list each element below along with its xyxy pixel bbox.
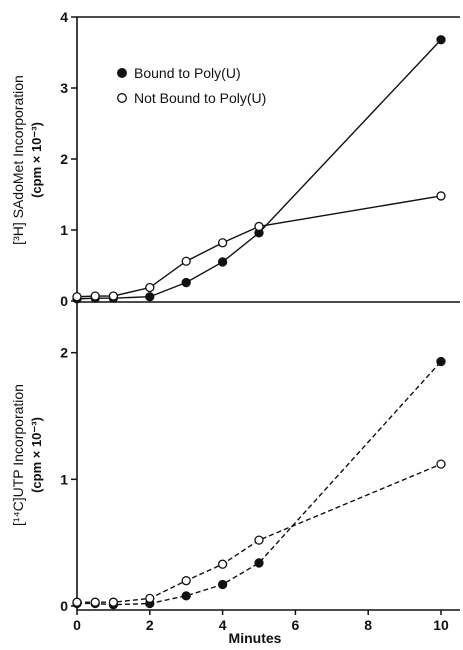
x-axis-title: Minutes bbox=[229, 630, 282, 646]
top-ylabel: [³H] SAdoMet Incorporation bbox=[10, 75, 26, 245]
top-y-ticks: 0 1 2 3 4 bbox=[60, 9, 77, 309]
bottom-ylabel-units: (cpm × 10⁻³) bbox=[29, 417, 44, 493]
legend-marker-not-bound bbox=[117, 93, 127, 103]
legend: Bound to Poly(U) Not Bound to Poly(U) bbox=[117, 65, 266, 106]
xtick-label: 8 bbox=[364, 617, 372, 633]
bottom-point-bound bbox=[254, 558, 264, 568]
top-point-not-bound bbox=[90, 291, 100, 301]
top-point-not-bound bbox=[436, 191, 446, 201]
legend-label-not-bound: Not Bound to Poly(U) bbox=[134, 90, 266, 106]
x-ticks: 0 2 4 6 8 10 bbox=[73, 610, 449, 633]
top-plot-area bbox=[72, 35, 446, 304]
top-point-bound bbox=[181, 277, 191, 288]
xtick-label: 6 bbox=[292, 617, 300, 633]
bottom-point-not-bound bbox=[145, 593, 155, 604]
bottom-ytick-label: 1 bbox=[60, 471, 68, 487]
bottom-ytick-label: 2 bbox=[60, 345, 68, 361]
legend-label-bound: Bound to Poly(U) bbox=[134, 65, 241, 81]
bottom-point-not-bound bbox=[436, 459, 446, 469]
top-point-not-bound bbox=[145, 282, 155, 293]
bottom-point-not-bound bbox=[72, 597, 82, 607]
bottom-point-not-bound bbox=[90, 597, 100, 607]
bottom-point-bound bbox=[436, 356, 446, 367]
bottom-point-bound bbox=[217, 579, 228, 590]
legend-marker-bound bbox=[117, 68, 127, 78]
xtick-label: 4 bbox=[219, 617, 227, 633]
top-point-bound bbox=[436, 35, 446, 45]
top-series-line-bound bbox=[76, 39, 442, 300]
top-ytick-label: 1 bbox=[60, 222, 68, 238]
top-ytick-label: 3 bbox=[60, 80, 68, 96]
top-point-not-bound bbox=[254, 221, 264, 232]
bottom-point-not-bound bbox=[108, 597, 119, 607]
bottom-series-line-not-bound bbox=[77, 463, 442, 603]
bottom-series-line-bound bbox=[77, 361, 442, 606]
bottom-y-ticks: 0 1 2 bbox=[60, 345, 77, 614]
top-ytick-label: 0 bbox=[60, 293, 68, 309]
top-point-bound bbox=[217, 257, 228, 267]
top-point-not-bound bbox=[72, 292, 82, 302]
top-point-not-bound bbox=[108, 291, 119, 301]
top-series-line-not-bound bbox=[76, 195, 442, 298]
bottom-point-not-bound bbox=[217, 559, 228, 569]
top-ytick-label: 2 bbox=[60, 151, 68, 167]
bottom-point-not-bound bbox=[254, 535, 264, 545]
bottom-point-not-bound bbox=[181, 576, 191, 586]
xtick-label: 0 bbox=[73, 617, 81, 633]
xtick-label: 10 bbox=[433, 617, 449, 633]
bottom-ytick-label: 0 bbox=[60, 598, 68, 614]
bottom-ylabel: [¹⁴C]UTP Incorporation bbox=[10, 384, 26, 526]
top-ylabel-units: (cpm × 10⁻³) bbox=[29, 122, 44, 198]
xtick-label: 2 bbox=[146, 617, 154, 633]
top-point-not-bound bbox=[181, 256, 191, 266]
bottom-point-bound bbox=[181, 591, 191, 601]
bottom-plot-area bbox=[72, 356, 446, 610]
top-point-not-bound bbox=[217, 238, 228, 248]
top-ytick-label: 4 bbox=[60, 9, 68, 25]
top-point-bound bbox=[145, 292, 155, 302]
